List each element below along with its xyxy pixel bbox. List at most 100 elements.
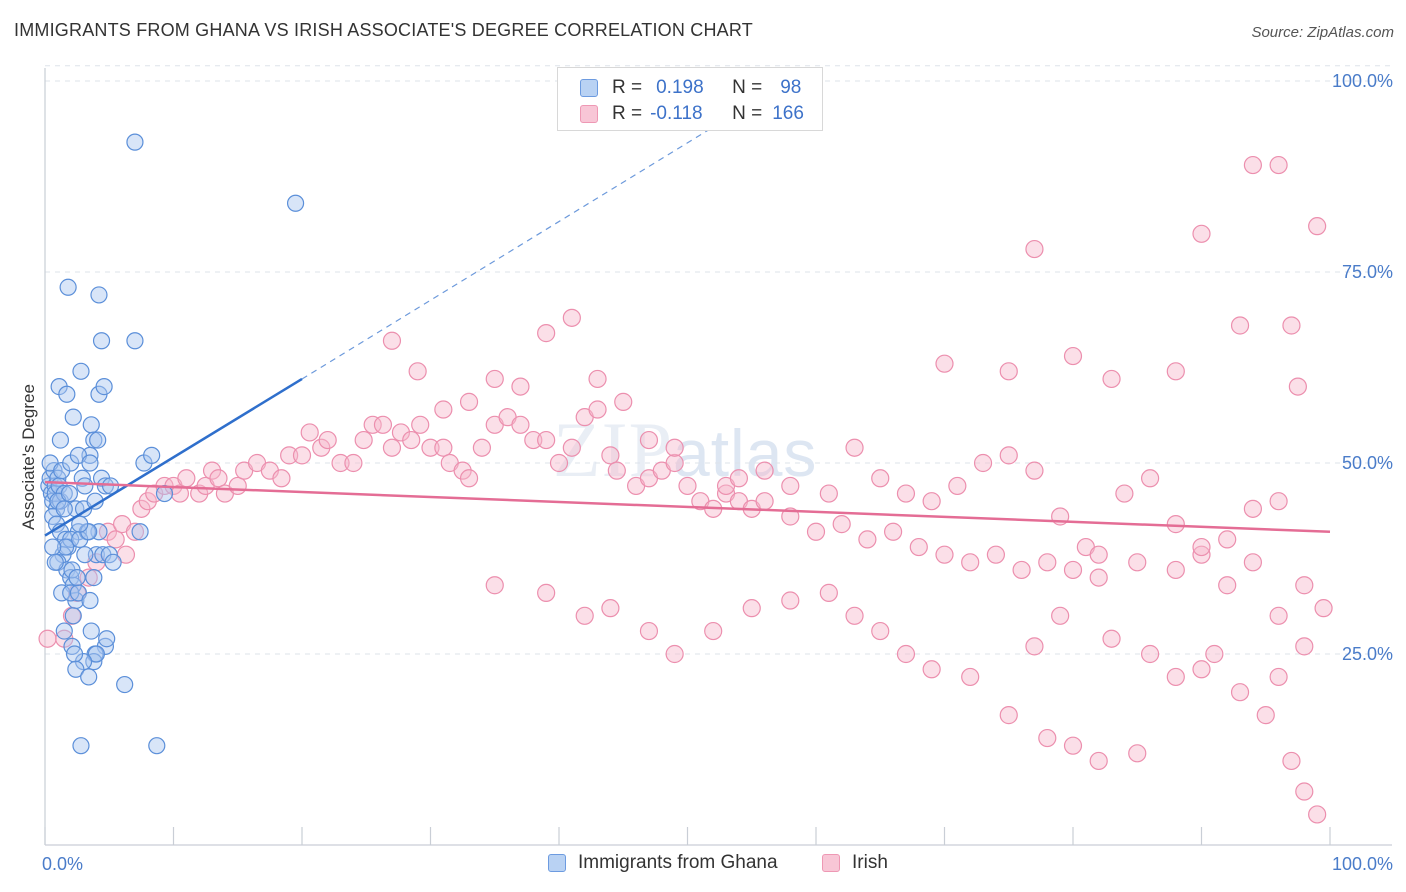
irish-point: [382, 331, 402, 350]
ghana-point: [126, 133, 144, 151]
ghana-swatch: [580, 79, 598, 97]
irish-point: [402, 430, 421, 450]
irish-point: [1025, 637, 1044, 656]
irish-point: [935, 354, 954, 373]
irish-point: [511, 415, 530, 434]
irish-n-value: 166: [772, 103, 804, 124]
ghana-point: [46, 553, 64, 571]
ghana-point: [131, 523, 149, 541]
ghana-n-value: 98: [780, 77, 802, 98]
ghana-point: [76, 477, 94, 495]
irish-point: [961, 667, 980, 687]
irish-point: [408, 362, 427, 381]
irish-point: [704, 621, 723, 641]
irish-point: [1243, 553, 1263, 572]
irish-point: [363, 415, 382, 434]
irish-point: [1288, 377, 1307, 396]
irish-point: [459, 392, 479, 411]
ghana-point: [44, 538, 62, 556]
irish-point: [1269, 492, 1288, 511]
y-tick-label: 100.0%: [1332, 71, 1393, 91]
legend-item-irish: Irish: [822, 852, 888, 874]
irish-point: [434, 400, 453, 419]
ghana-point: [89, 431, 107, 449]
y-tick-label: 50.0%: [1342, 453, 1393, 473]
irish-point: [344, 453, 363, 473]
tick-labels: 25.0% 50.0% 75.0% 100.0% 0.0% 100.0% Associate…: [19, 71, 1393, 874]
irish-point: [896, 644, 916, 664]
stats-row-ghana: R = 0.198 N = 98: [558, 74, 801, 102]
irish-point: [1243, 155, 1263, 175]
irish-point: [601, 446, 620, 465]
irish-point: [639, 430, 659, 450]
irish-point: [318, 430, 337, 450]
irish-point: [312, 438, 331, 457]
irish-point: [588, 369, 607, 389]
ghana-point: [95, 378, 113, 396]
ghana-point: [80, 668, 98, 686]
irish-point: [485, 369, 504, 389]
irish-point: [1102, 629, 1121, 648]
ghana-point: [65, 645, 84, 663]
irish-point: [858, 530, 877, 549]
irish-point: [845, 606, 864, 625]
irish-point: [1038, 728, 1057, 748]
ghana-trend-line: [44, 377, 303, 537]
irish-point: [845, 438, 864, 457]
irish-point: [1063, 346, 1083, 366]
series-irish: [38, 155, 1333, 824]
ghana-point: [92, 332, 111, 350]
irish-point: [1140, 644, 1160, 664]
irish-point: [819, 583, 838, 602]
irish-point: [411, 415, 430, 434]
irish-point: [1102, 369, 1121, 389]
ghana-point: [81, 454, 99, 472]
irish-point: [1218, 576, 1237, 595]
irish-point: [871, 469, 890, 488]
ghana-point: [85, 568, 103, 587]
irish-point: [280, 446, 299, 465]
y-axis-title: Associate's Degree: [19, 384, 38, 530]
irish-point: [575, 606, 594, 625]
legend-ghana-label: Immigrants from Ghana: [578, 852, 778, 873]
irish-point: [1218, 530, 1237, 549]
ghana-point: [55, 500, 73, 518]
irish-point: [354, 430, 373, 450]
irish-point: [614, 392, 633, 411]
ghana-point: [53, 584, 71, 602]
irish-point: [1038, 553, 1057, 572]
ghana-point: [90, 286, 108, 304]
irish-point: [883, 522, 903, 541]
irish-point: [537, 430, 556, 450]
ghana-point: [58, 385, 76, 403]
ghana-point: [286, 194, 305, 212]
ghana-point: [148, 737, 166, 755]
irish-point: [98, 522, 118, 541]
irish-point: [1282, 751, 1301, 771]
irish-point: [453, 461, 472, 480]
irish-point: [986, 545, 1006, 564]
legend-irish-label: Irish: [852, 852, 888, 873]
irish-trend-line: [44, 480, 1331, 534]
legend-item-ghana: Immigrants from Ghana: [548, 852, 778, 874]
irish-swatch: [580, 105, 598, 123]
irish-point: [132, 499, 151, 518]
stats-row-irish: R = -0.118 N = 166: [558, 100, 804, 128]
irish-point: [607, 461, 626, 480]
irish-point: [177, 469, 196, 488]
x-tick-label: 100.0%: [1332, 854, 1393, 874]
irish-point: [138, 492, 157, 511]
ghana-point: [64, 408, 82, 426]
irish-point: [1192, 660, 1211, 679]
irish-point: [1115, 484, 1134, 503]
irish-point: [665, 453, 684, 473]
irish-point: [485, 576, 504, 595]
irish-point: [562, 438, 581, 457]
irish-point: [1230, 683, 1250, 702]
irish-point: [292, 446, 312, 465]
irish-point: [1230, 316, 1250, 335]
trend-lines: [44, 118, 1331, 537]
irish-point: [999, 362, 1018, 381]
irish-point: [973, 453, 993, 473]
